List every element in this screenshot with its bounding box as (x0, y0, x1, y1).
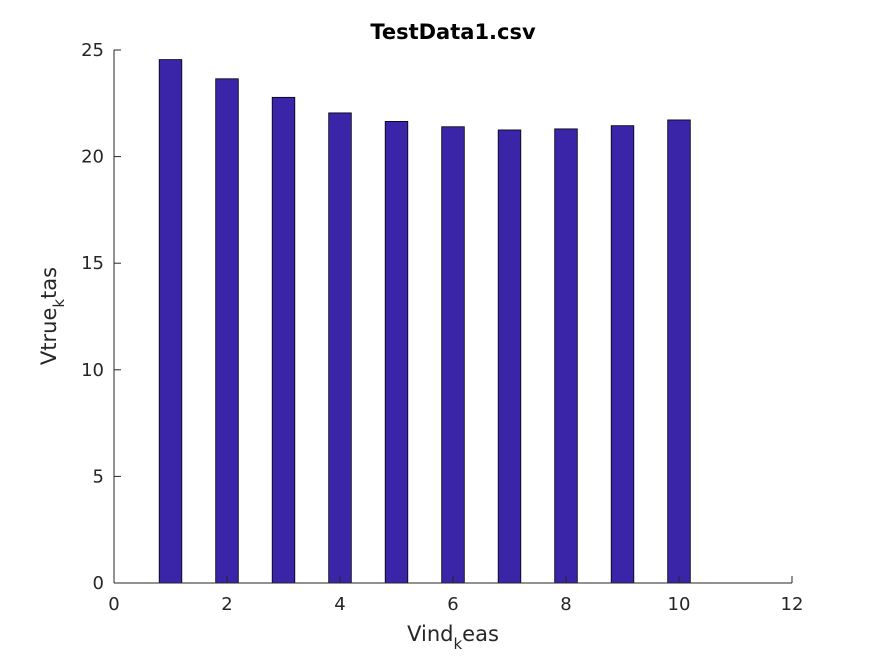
bar-2 (215, 78, 239, 584)
bar-6 (441, 126, 465, 584)
x-tick-label-12: 12 (781, 594, 804, 615)
y-tick-label-15: 15 (81, 253, 104, 274)
chart-title: TestData1.csv (370, 20, 536, 44)
x-tick-label-8: 8 (560, 594, 571, 615)
bar-1 (158, 59, 183, 584)
bar-3 (271, 96, 296, 584)
bar-4 (328, 112, 352, 584)
bar-9 (610, 125, 635, 584)
y-tick-label-25: 25 (81, 40, 104, 61)
x-ticks-group: 0 2 4 6 8 10 12 (108, 576, 803, 615)
bar-7 (497, 129, 522, 584)
bar-8 (554, 128, 578, 584)
y-tick-label-5: 5 (93, 466, 104, 487)
x-tick-label-10: 10 (668, 594, 691, 615)
x-axis-label: Vindkeas (407, 622, 499, 653)
y-ticks-group: 0 5 10 15 20 25 (81, 40, 121, 594)
y-tick-label-20: 20 (81, 147, 104, 168)
x-tick-label-2: 2 (221, 594, 232, 615)
y-tick-label-0: 0 (93, 573, 104, 594)
x-tick-label-6: 6 (447, 594, 458, 615)
bar-5 (384, 121, 409, 584)
y-axis-label: Vtruektas (37, 267, 68, 365)
x-tick-label-4: 4 (334, 594, 345, 615)
x-tick-label-0: 0 (108, 594, 119, 615)
bar-10 (667, 119, 691, 584)
bars-group (158, 59, 691, 584)
y-tick-label-10: 10 (81, 360, 104, 381)
